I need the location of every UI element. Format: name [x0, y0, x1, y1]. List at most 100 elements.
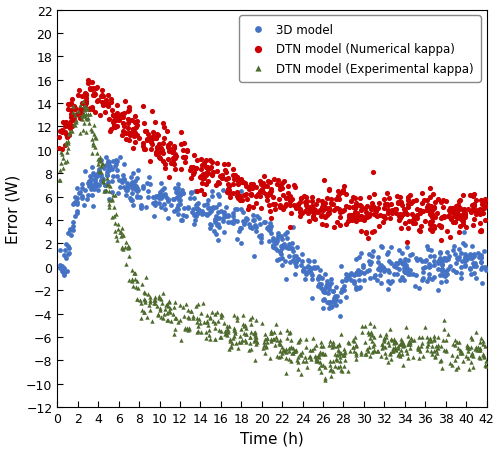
DTN model (Numerical kappa): [202, 164, 210, 171]
DTN model (Experimental kappa): [146, 297, 154, 304]
3D model: [234, 206, 241, 213]
DTN model (Experimental kappa): [378, 340, 386, 347]
DTN model (Numerical kappa): [461, 212, 469, 220]
DTN model (Numerical kappa): [64, 101, 72, 109]
DTN model (Experimental kappa): [482, 357, 490, 364]
DTN model (Experimental kappa): [83, 115, 91, 123]
DTN model (Experimental kappa): [108, 197, 116, 204]
3D model: [430, 262, 438, 269]
DTN model (Numerical kappa): [110, 122, 118, 129]
3D model: [378, 262, 386, 269]
DTN model (Numerical kappa): [476, 211, 484, 218]
3D model: [134, 185, 141, 193]
3D model: [358, 250, 366, 257]
DTN model (Numerical kappa): [63, 133, 71, 140]
DTN model (Experimental kappa): [368, 331, 376, 339]
3D model: [108, 158, 116, 165]
3D model: [324, 300, 332, 307]
DTN model (Experimental kappa): [89, 140, 97, 147]
DTN model (Numerical kappa): [224, 185, 232, 193]
3D model: [352, 284, 360, 291]
3D model: [84, 193, 92, 200]
DTN model (Numerical kappa): [351, 205, 359, 212]
3D model: [220, 211, 228, 218]
DTN model (Experimental kappa): [446, 360, 454, 367]
DTN model (Numerical kappa): [132, 120, 140, 127]
DTN model (Numerical kappa): [164, 174, 172, 181]
DTN model (Numerical kappa): [61, 123, 69, 130]
DTN model (Experimental kappa): [326, 366, 334, 373]
3D model: [436, 249, 444, 256]
DTN model (Numerical kappa): [380, 204, 388, 212]
DTN model (Experimental kappa): [252, 317, 260, 324]
3D model: [305, 268, 313, 276]
3D model: [384, 286, 392, 293]
3D model: [458, 258, 466, 265]
DTN model (Numerical kappa): [91, 109, 99, 116]
DTN model (Numerical kappa): [339, 189, 347, 197]
3D model: [418, 265, 426, 272]
DTN model (Numerical kappa): [150, 133, 158, 140]
DTN model (Experimental kappa): [222, 331, 230, 338]
DTN model (Experimental kappa): [252, 357, 260, 364]
3D model: [212, 213, 220, 220]
3D model: [190, 206, 198, 213]
DTN model (Experimental kappa): [133, 295, 141, 303]
3D model: [187, 189, 195, 197]
DTN model (Experimental kappa): [464, 345, 472, 352]
3D model: [400, 261, 407, 268]
DTN model (Numerical kappa): [368, 229, 376, 236]
DTN model (Experimental kappa): [380, 350, 388, 357]
DTN model (Experimental kappa): [396, 353, 404, 360]
DTN model (Numerical kappa): [63, 134, 71, 142]
DTN model (Experimental kappa): [128, 275, 136, 282]
3D model: [419, 274, 427, 281]
DTN model (Experimental kappa): [418, 340, 426, 347]
DTN model (Numerical kappa): [370, 191, 378, 198]
DTN model (Experimental kappa): [145, 302, 153, 309]
3D model: [318, 288, 326, 295]
DTN model (Experimental kappa): [297, 351, 305, 359]
3D model: [210, 205, 218, 212]
DTN model (Experimental kappa): [296, 350, 304, 358]
3D model: [100, 165, 108, 172]
DTN model (Experimental kappa): [142, 298, 150, 305]
DTN model (Numerical kappa): [470, 203, 478, 211]
3D model: [440, 254, 448, 262]
DTN model (Numerical kappa): [454, 207, 462, 214]
DTN model (Experimental kappa): [66, 129, 74, 136]
DTN model (Numerical kappa): [471, 207, 479, 214]
3D model: [164, 196, 172, 203]
DTN model (Experimental kappa): [314, 352, 322, 359]
DTN model (Numerical kappa): [142, 128, 150, 135]
3D model: [264, 224, 272, 231]
DTN model (Numerical kappa): [346, 212, 354, 219]
DTN model (Numerical kappa): [348, 217, 356, 224]
DTN model (Numerical kappa): [429, 191, 437, 198]
DTN model (Numerical kappa): [284, 190, 292, 197]
DTN model (Experimental kappa): [118, 245, 126, 252]
DTN model (Numerical kappa): [391, 206, 399, 213]
DTN model (Numerical kappa): [114, 117, 122, 124]
DTN model (Numerical kappa): [86, 86, 94, 93]
DTN model (Numerical kappa): [364, 213, 372, 220]
3D model: [466, 271, 474, 278]
DTN model (Experimental kappa): [302, 336, 310, 343]
DTN model (Numerical kappa): [229, 190, 237, 197]
DTN model (Experimental kappa): [465, 345, 473, 352]
3D model: [307, 266, 315, 273]
DTN model (Numerical kappa): [400, 206, 407, 213]
3D model: [342, 275, 350, 282]
DTN model (Numerical kappa): [413, 206, 421, 213]
3D model: [180, 212, 188, 219]
DTN model (Experimental kappa): [448, 361, 456, 368]
DTN model (Numerical kappa): [190, 152, 198, 159]
DTN model (Numerical kappa): [72, 106, 80, 114]
3D model: [256, 221, 264, 228]
DTN model (Numerical kappa): [270, 176, 278, 183]
DTN model (Numerical kappa): [62, 119, 70, 126]
DTN model (Experimental kappa): [368, 349, 376, 356]
3D model: [148, 193, 156, 201]
DTN model (Experimental kappa): [369, 342, 377, 350]
3D model: [237, 240, 245, 248]
